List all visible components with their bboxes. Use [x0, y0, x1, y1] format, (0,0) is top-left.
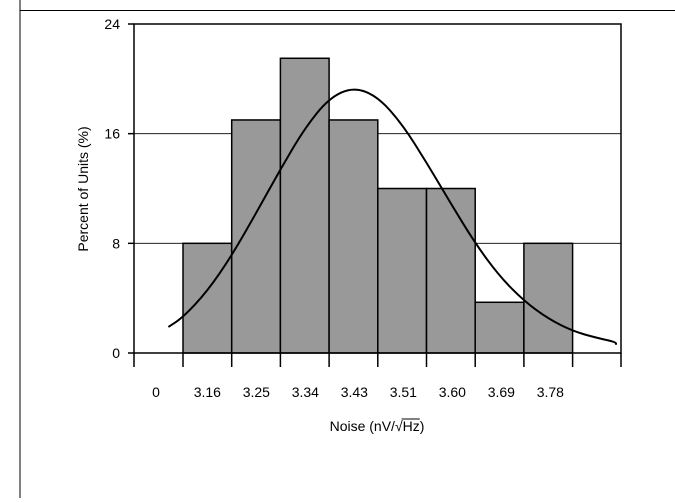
histogram-bar — [377, 187, 428, 354]
x-tick-label: 3.34 — [292, 384, 319, 400]
x-tick-label: 3.60 — [439, 384, 466, 400]
y-tick-label: 24 — [104, 16, 120, 32]
x-axis-label: Noise (nV/√Hz) — [330, 418, 425, 434]
y-axis-label: Percent of Units (%) — [75, 126, 91, 251]
x-axis-label-radicand: Hz — [403, 418, 420, 434]
y-tick-label: 0 — [112, 345, 120, 361]
x-axis-label-prefix: Noise (nV/ — [330, 418, 395, 434]
histogram-bar — [523, 242, 574, 354]
x-tick-label: 3.43 — [341, 384, 368, 400]
y-axis-ticks: 0 8 16 24 — [104, 16, 134, 361]
histogram-bar — [230, 119, 282, 354]
histogram-bar — [425, 187, 476, 354]
x-tick-label: 3.16 — [194, 384, 221, 400]
histogram-bar — [279, 57, 330, 354]
fit-curve — [167, 88, 618, 346]
x-tick-label: 3.25 — [243, 384, 270, 400]
histogram-bar — [182, 242, 233, 354]
bars — [182, 57, 574, 354]
x-tick-label: 0 — [152, 384, 160, 400]
x-axis-label-suffix: ) — [420, 418, 425, 434]
fit-curve-group — [167, 88, 618, 346]
histogram-bar — [474, 301, 525, 354]
y-tick-label: 8 — [112, 235, 120, 251]
histogram-bar — [328, 119, 379, 354]
x-tick-label: 3.78 — [537, 384, 564, 400]
x-axis-label-root: √ — [395, 418, 403, 434]
y-tick-label: 16 — [104, 126, 120, 142]
x-axis-ticks: 0 3.16 3.25 3.34 3.43 3.51 3.60 3.69 3.78 — [133, 353, 622, 400]
x-tick-label: 3.69 — [488, 384, 515, 400]
x-tick-label: 3.51 — [390, 384, 417, 400]
